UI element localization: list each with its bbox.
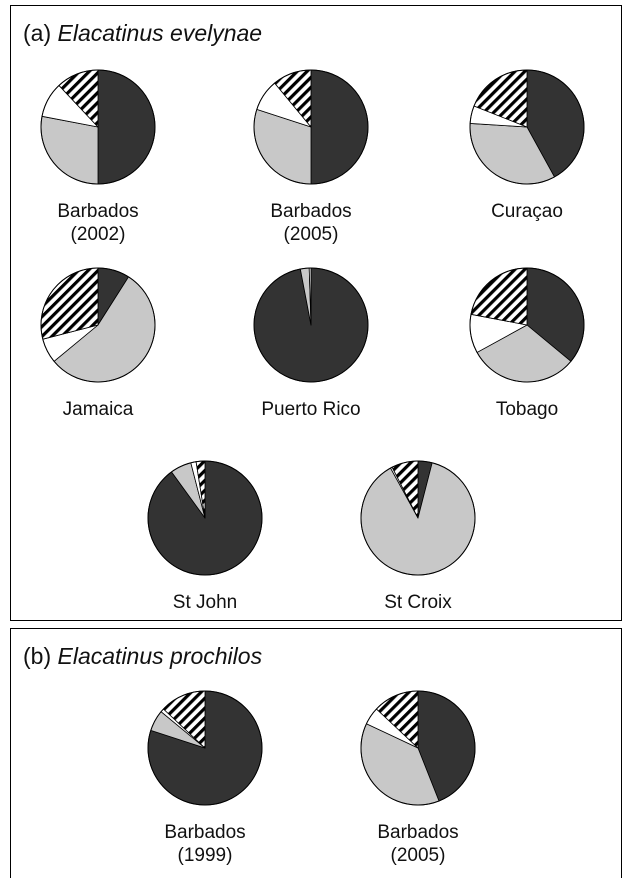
pie-slice-light-gray <box>40 115 99 185</box>
pie-0-1: Barbados(2005) <box>253 69 369 245</box>
pie-label: Barbados <box>377 822 458 843</box>
pie-0-2: Curaçao <box>469 69 585 222</box>
pie-label: (1999) <box>178 845 233 866</box>
pie-label: Barbados <box>164 822 245 843</box>
pie-outline <box>469 69 585 185</box>
panel-b-title: (b) Elacatinus prochilos <box>23 643 262 670</box>
pie-label: St John <box>173 592 237 613</box>
pie-0-6: St John <box>147 460 263 613</box>
pie-outline <box>360 690 476 806</box>
pie-label: Barbados <box>57 201 138 222</box>
pie-label: (2005) <box>284 224 339 245</box>
pie-0-4: Puerto Rico <box>253 267 369 420</box>
pie-0-3: Jamaica <box>40 267 156 420</box>
pie-outline <box>147 460 263 576</box>
pie-label: Jamaica <box>63 399 134 420</box>
pie-0-7: St Croix <box>360 460 476 613</box>
pie-outline <box>147 690 263 806</box>
panel-b: (b) Elacatinus prochilos <box>10 628 622 878</box>
pie-label: (2005) <box>391 845 446 866</box>
pie-outline <box>40 267 156 383</box>
panel-a-species: Elacatinus evelynae <box>57 20 263 46</box>
pie-outline <box>40 69 156 185</box>
pie-0-0: Barbados(2002) <box>40 69 156 245</box>
pie-label: Curaçao <box>491 201 563 222</box>
pie-outline <box>253 69 369 185</box>
pie-slice-dark <box>310 69 369 185</box>
pie-1-1: Barbados(2005) <box>360 690 476 866</box>
pie-outline <box>360 460 476 576</box>
pie-label: (2002) <box>71 224 126 245</box>
pie-label: Puerto Rico <box>261 399 360 420</box>
pie-label: Barbados <box>270 201 351 222</box>
pie-1-0: Barbados(1999) <box>147 690 263 866</box>
pie-outline <box>469 267 585 383</box>
panel-b-letter: (b) <box>23 643 52 669</box>
pie-label: Tobago <box>496 399 558 420</box>
panel-a-title: (a) Elacatinus evelynae <box>23 20 262 47</box>
pie-slice-dark <box>97 69 156 185</box>
pie-0-5: Tobago <box>469 267 585 420</box>
panel-b-species: Elacatinus prochilos <box>57 643 263 669</box>
pie-outline <box>253 267 369 383</box>
panel-a-letter: (a) <box>23 20 52 46</box>
pie-label: St Croix <box>384 592 452 613</box>
